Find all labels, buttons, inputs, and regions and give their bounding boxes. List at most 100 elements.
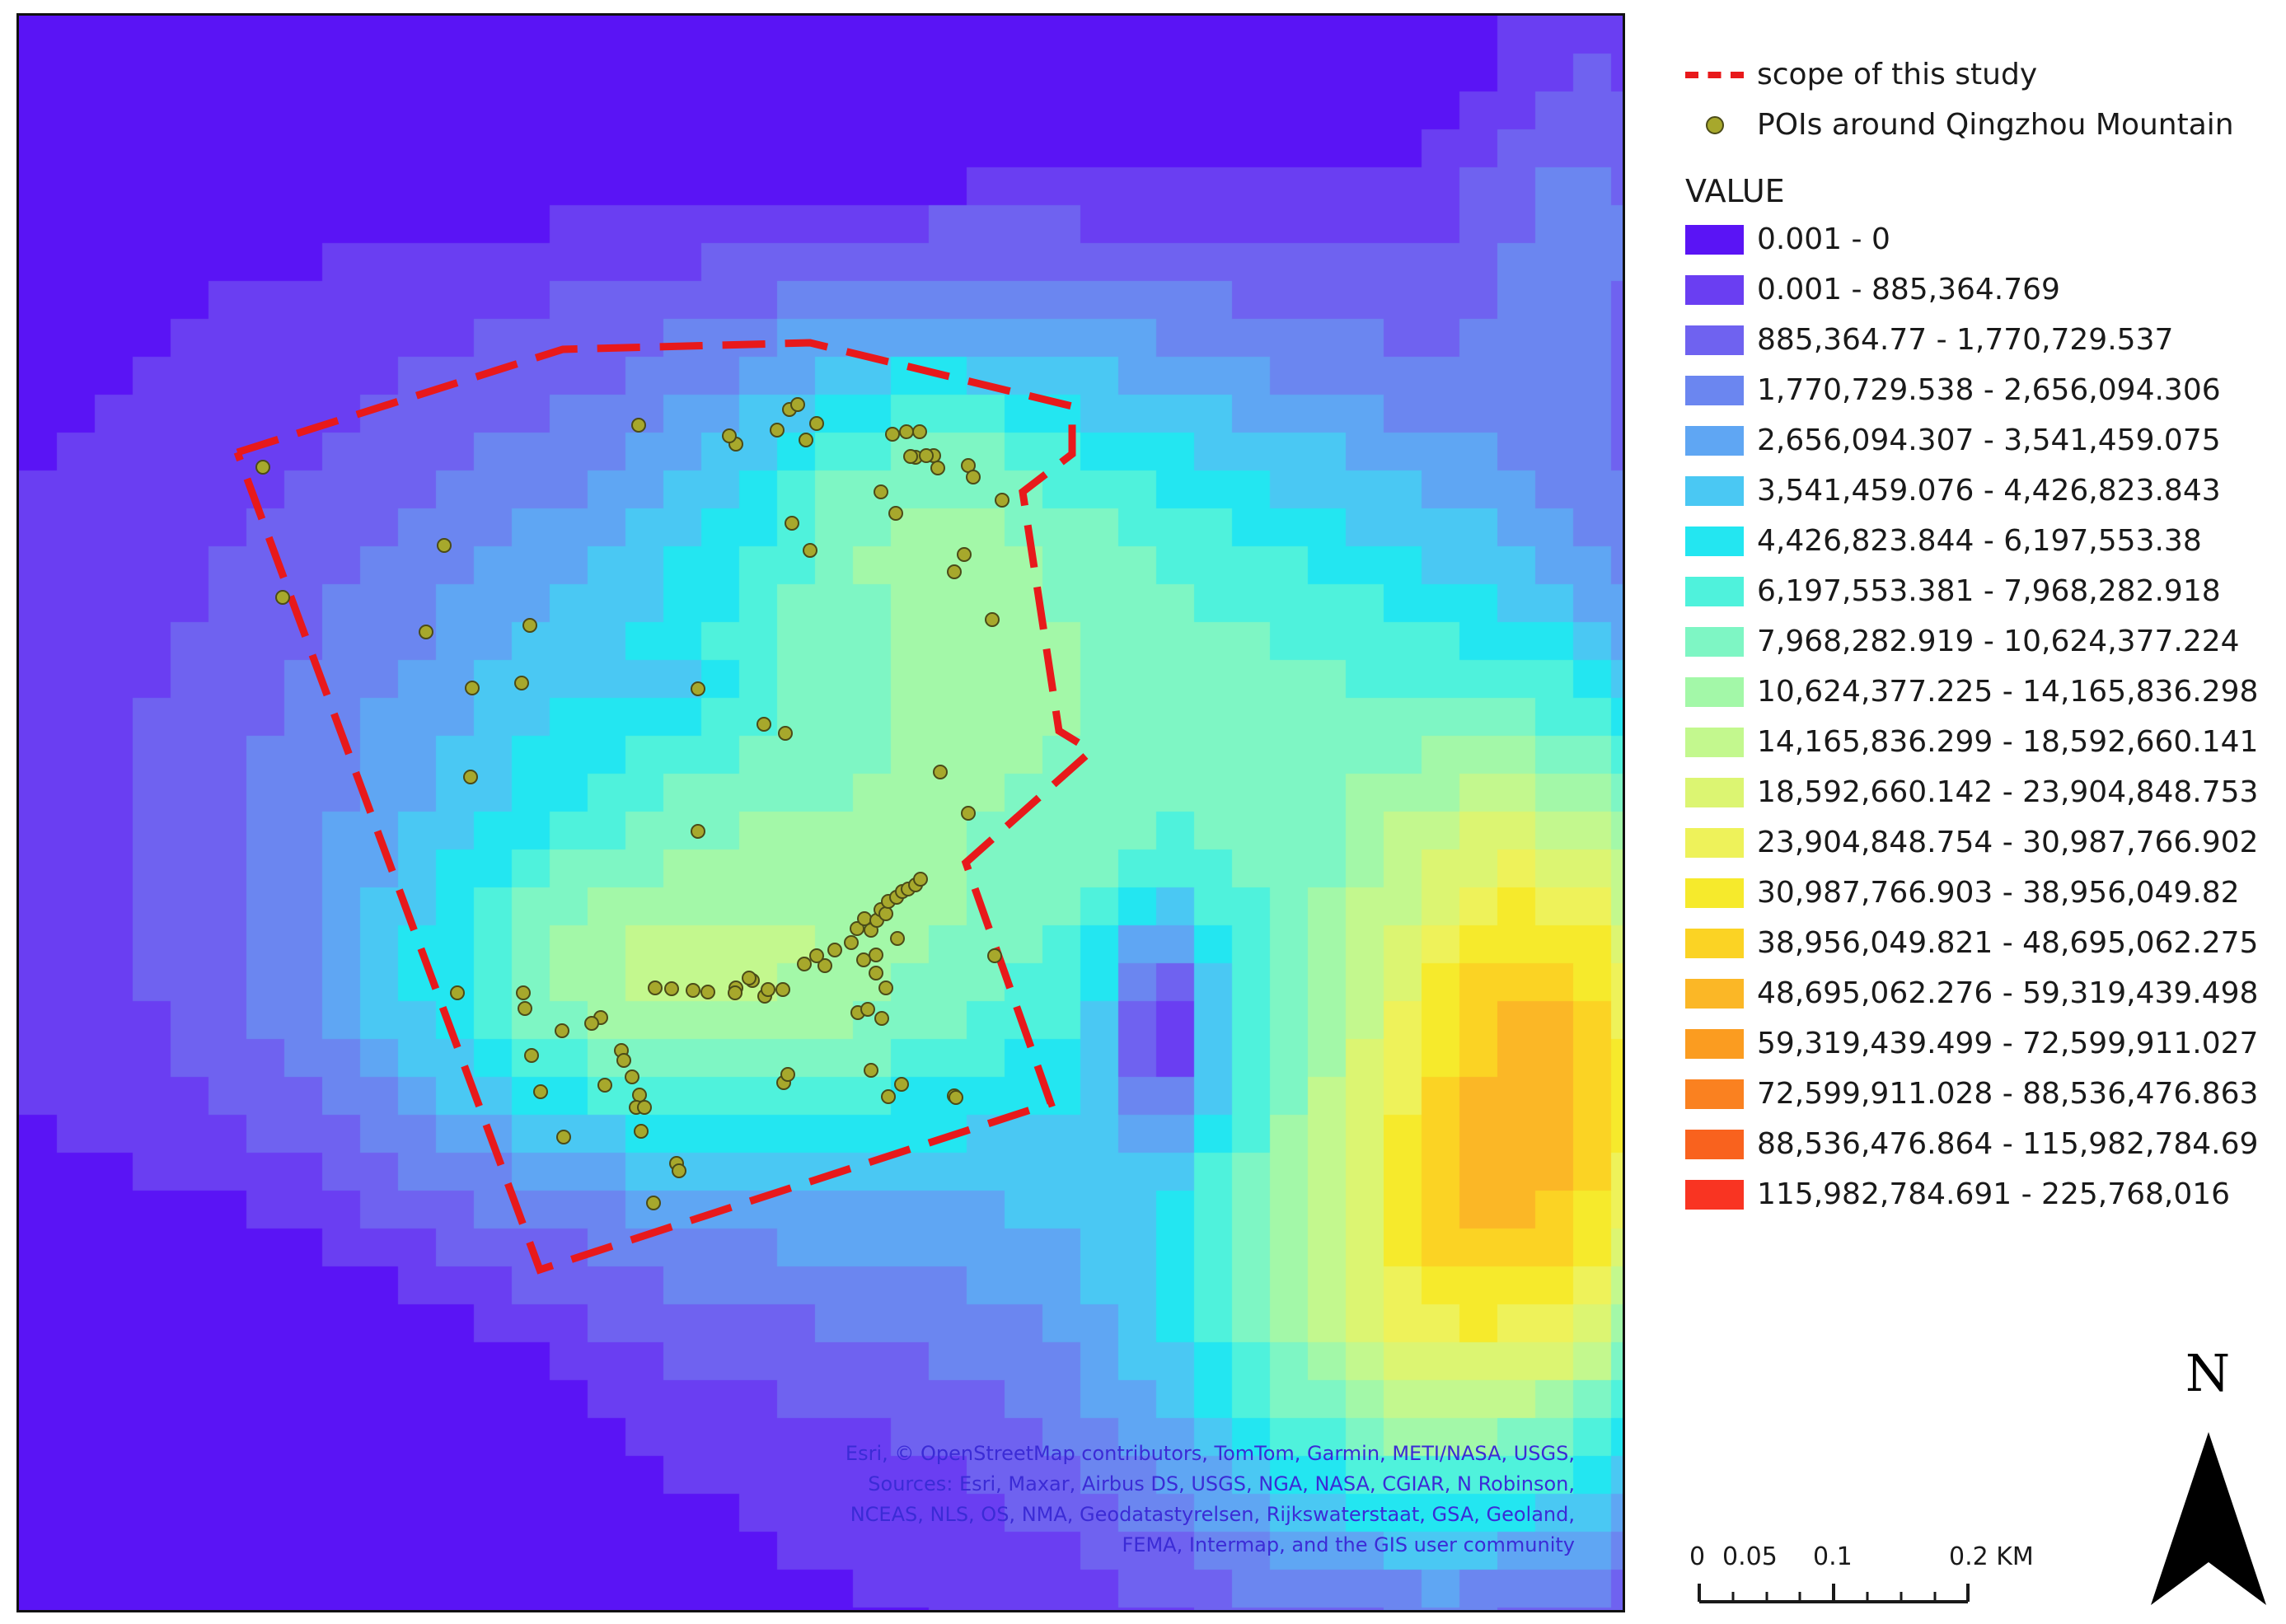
legend-class-item: 48,695,062.276 - 59,319,439.498	[1685, 968, 2279, 1018]
legend-swatch	[1685, 526, 1744, 556]
legend-swatch	[1685, 274, 1744, 305]
poi-point	[775, 982, 790, 997]
poi-point	[631, 418, 646, 433]
poi-point	[809, 416, 824, 431]
poi-point	[947, 564, 962, 579]
legend-class-item: 0.001 - 885,364.769	[1685, 264, 2279, 315]
poi-point	[890, 931, 905, 946]
poi-point	[522, 618, 537, 633]
legend-class-label: 14,165,836.299 - 18,592,660.141	[1757, 725, 2259, 759]
poi-point	[700, 985, 715, 999]
poi-point	[518, 1001, 532, 1016]
legend-class-item: 0.001 - 0	[1685, 214, 2279, 264]
poi-point	[524, 1048, 539, 1063]
poi-point	[625, 1069, 639, 1084]
poi-point	[856, 952, 871, 967]
poi-point	[672, 1163, 686, 1178]
poi-point	[797, 957, 812, 971]
legend-class-item: 38,956,049.821 - 48,695,062.275	[1685, 918, 2279, 968]
poi-point	[648, 980, 663, 995]
legend-class-label: 4,426,823.844 - 6,197,553.38	[1757, 524, 2202, 558]
poi-point	[275, 590, 290, 605]
legend-class-item: 1,770,729.538 - 2,656,094.306	[1685, 365, 2279, 415]
poi-point	[912, 424, 927, 439]
legend-swatch	[1685, 1129, 1744, 1159]
poi-point	[634, 1124, 649, 1139]
legend-class-label: 38,956,049.821 - 48,695,062.275	[1757, 926, 2259, 960]
poi-point	[966, 470, 981, 484]
legend-swatch	[1685, 425, 1744, 456]
poi-point	[533, 1084, 548, 1099]
north-arrow-icon	[2151, 1432, 2266, 1605]
poi-point	[419, 625, 433, 639]
poi-point	[888, 506, 903, 521]
scale-label: 0.05	[1722, 1542, 1778, 1571]
legend-swatch	[1685, 576, 1744, 606]
poi-point	[860, 1002, 875, 1017]
map-legend: scope of this study POIs around Qingzhou…	[1685, 49, 2279, 1219]
poi-point	[785, 516, 799, 531]
scale-label: 0	[1689, 1542, 1706, 1571]
poi-point	[995, 493, 1009, 508]
legend-class-label: 115,982,784.691 - 225,768,016	[1757, 1177, 2231, 1211]
legend-class-item: 72,599,911.028 - 88,536,476.863	[1685, 1069, 2279, 1119]
poi-point	[881, 1089, 896, 1104]
attribution-line: NCEAS, NLS, OS, NMA, Geodatastyrelsen, R…	[850, 1503, 1575, 1526]
poi-point	[809, 948, 824, 963]
legend-swatch	[1685, 224, 1744, 255]
poi-point	[742, 971, 757, 985]
poi-point	[616, 1053, 631, 1068]
poi-point	[827, 943, 842, 957]
legend-value-title: VALUE	[1685, 173, 1785, 209]
poi-point	[850, 921, 864, 936]
poi-point	[780, 1067, 795, 1082]
poi-point	[686, 983, 700, 998]
legend-class-item: 23,904,848.754 - 30,987,766.902	[1685, 817, 2279, 868]
legend-class-item: 18,592,660.142 - 23,904,848.753	[1685, 767, 2279, 817]
legend-swatch	[1685, 727, 1744, 757]
scale-bar-graphic	[1698, 1584, 1970, 1603]
legend-class-label: 30,987,766.903 - 38,956,049.82	[1757, 876, 2240, 910]
poi-point	[555, 1023, 569, 1038]
north-arrow: N	[2146, 1343, 2270, 1607]
legend-swatch	[1685, 676, 1744, 707]
poi-point	[691, 824, 705, 839]
poi-point	[874, 1011, 889, 1026]
poi-point	[778, 726, 793, 741]
legend-class-label: 59,319,439.499 - 72,599,911.027	[1757, 1027, 2259, 1060]
poi-point	[584, 1016, 599, 1031]
poi-point	[913, 872, 928, 887]
legend-swatch	[1685, 1028, 1744, 1059]
legend-swatch	[1685, 475, 1744, 506]
poi-layer	[255, 397, 1009, 1210]
legend-class-item: 4,426,823.844 - 6,197,553.38	[1685, 516, 2279, 566]
legend-class-label: 7,968,282.919 - 10,624,377.224	[1757, 625, 2240, 658]
legend-swatch	[1685, 626, 1744, 657]
map-frame[interactable]: Esri, © OpenStreetMap contributors, TomT…	[16, 13, 1625, 1612]
poi-point	[514, 676, 529, 690]
legend-class-label: 10,624,377.225 - 14,165,836.298	[1757, 675, 2259, 709]
poi-point	[761, 982, 775, 997]
poi-point	[957, 547, 972, 562]
poi-point	[899, 424, 914, 439]
legend-swatch	[1685, 928, 1744, 958]
poi-point	[691, 681, 705, 696]
legend-scope-label: scope of this study	[1757, 58, 2038, 91]
density-raster[interactable]	[19, 16, 1623, 1610]
legend-class-item: 14,165,836.299 - 18,592,660.141	[1685, 717, 2279, 767]
poi-point	[874, 484, 888, 499]
legend-class-item: 30,987,766.903 - 38,956,049.82	[1685, 868, 2279, 918]
legend-class-label: 48,695,062.276 - 59,319,439.498	[1757, 976, 2259, 1010]
legend-class-item: 885,364.77 - 1,770,729.537	[1685, 315, 2279, 365]
poi-point	[903, 449, 918, 464]
attribution-line: Esri, © OpenStreetMap contributors, TomT…	[845, 1442, 1575, 1465]
legend-swatch	[1685, 878, 1744, 908]
poi-point	[799, 433, 813, 447]
poi-point	[985, 612, 1000, 627]
legend-class-label: 88,536,476.864 - 115,982,784.69	[1757, 1127, 2259, 1161]
legend-class-label: 72,599,911.028 - 88,536,476.863	[1757, 1077, 2259, 1111]
poi-point	[885, 427, 900, 442]
poi-point	[556, 1130, 571, 1144]
legend-swatch	[1685, 1179, 1744, 1210]
legend-class-item: 88,536,476.864 - 115,982,784.69	[1685, 1119, 2279, 1169]
